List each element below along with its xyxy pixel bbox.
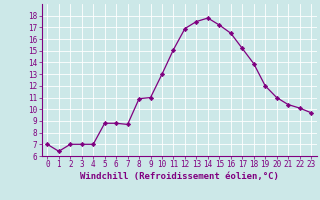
- X-axis label: Windchill (Refroidissement éolien,°C): Windchill (Refroidissement éolien,°C): [80, 172, 279, 181]
